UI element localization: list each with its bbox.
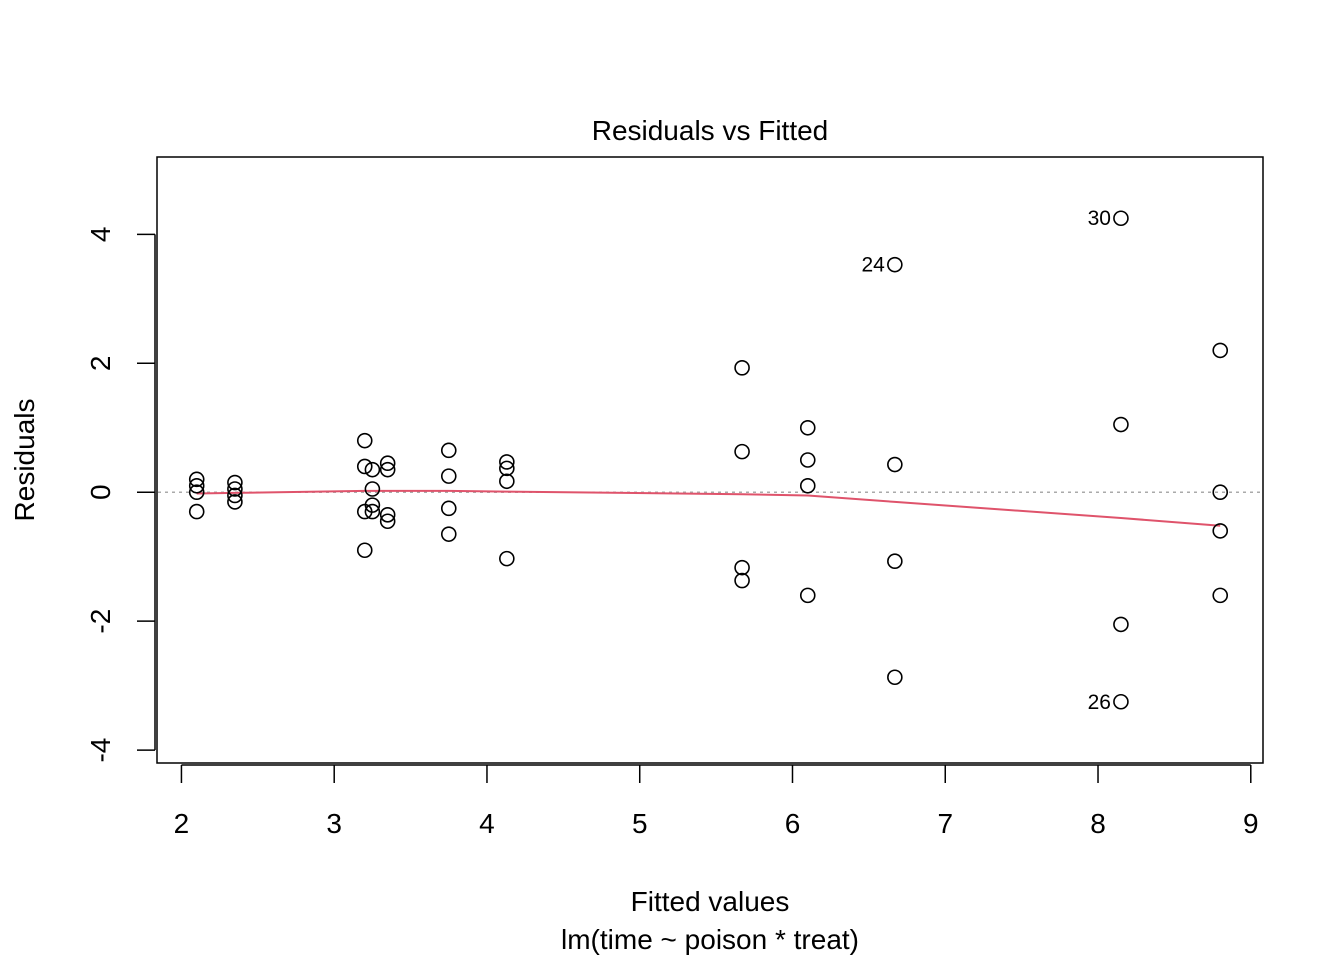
residual-point: [734, 559, 750, 576]
residual-point: [887, 256, 903, 273]
residual-point: [799, 477, 816, 494]
y-tick-label: 2: [85, 356, 116, 372]
residual-point: [1212, 484, 1229, 501]
residual-point: [440, 468, 457, 484]
point-labels-group: 30 24 26: [861, 207, 1110, 714]
residual-point: [356, 458, 373, 475]
residual-point: [734, 360, 750, 376]
residual-point: [440, 442, 457, 459]
x-tick-label: 2: [174, 808, 190, 839]
residual-point: [1113, 693, 1129, 710]
residual-point: [379, 461, 396, 478]
residual-point: [356, 432, 373, 449]
residual-point: [1113, 210, 1129, 227]
x-tick-label: 3: [326, 808, 342, 839]
residual-point: [499, 550, 515, 567]
points-group: [188, 210, 1229, 710]
chart-title: Residuals vs Fitted: [592, 115, 829, 146]
smooth-line: [196, 489, 1221, 527]
y-tick-label: -4: [85, 738, 116, 763]
residual-point: [364, 503, 381, 520]
residual-point: [734, 572, 750, 589]
residual-point: [887, 553, 903, 570]
y-axis: -4 -2 0 2 4: [85, 227, 156, 763]
point-label-26: 26: [1088, 691, 1111, 714]
residual-point: [379, 506, 396, 523]
residual-point: [1113, 416, 1129, 433]
residual-point: [188, 477, 205, 494]
x-tick-label: 8: [1090, 808, 1106, 839]
residual-point: [499, 473, 515, 490]
residual-point: [364, 497, 381, 513]
residual-point: [499, 454, 515, 470]
x-tick-label: 5: [632, 808, 648, 839]
y-tick-label: 0: [85, 484, 116, 500]
residual-point: [379, 455, 396, 472]
point-label-30: 30: [1088, 207, 1111, 230]
residual-point: [799, 419, 816, 436]
residual-point: [227, 474, 243, 491]
residual-point: [887, 456, 903, 473]
residual-point: [799, 587, 816, 604]
residual-point: [499, 460, 515, 477]
residual-point: [440, 500, 457, 517]
residual-point: [1212, 342, 1229, 359]
x-axis: 2 3 4 5 6 7 8 9: [174, 764, 1259, 839]
point-label-24: 24: [861, 254, 885, 277]
x-tick-label: 9: [1243, 808, 1259, 839]
x-tick-label: 4: [479, 808, 495, 839]
residual-point: [1212, 587, 1229, 604]
residual-point: [1113, 616, 1129, 633]
x-tick-label: 7: [937, 808, 953, 839]
residual-point: [364, 461, 381, 478]
residual-point: [227, 494, 243, 510]
residual-point: [734, 443, 750, 460]
model-formula-subtitle: lm(time ~ poison * treat): [561, 924, 859, 955]
y-axis-label: Residuals: [9, 399, 40, 522]
residual-point: [356, 542, 373, 559]
residual-point: [188, 484, 205, 501]
x-axis-label: Fitted values: [631, 886, 790, 917]
residual-point: [227, 487, 243, 504]
smooth-line-group: [196, 489, 1221, 527]
x-tick-label: 6: [785, 808, 801, 839]
residual-point: [379, 513, 396, 530]
residual-point: [364, 481, 381, 497]
residual-point: [1212, 523, 1229, 539]
residual-point: [188, 471, 205, 488]
y-tick-label: -2: [85, 609, 116, 634]
residual-point: [799, 452, 816, 468]
residual-point: [227, 481, 243, 497]
y-tick-label: 4: [85, 227, 116, 243]
plot-frame: [156, 156, 1264, 764]
residual-point: [188, 503, 205, 520]
residual-point: [440, 526, 457, 542]
residual-point: [887, 669, 903, 686]
